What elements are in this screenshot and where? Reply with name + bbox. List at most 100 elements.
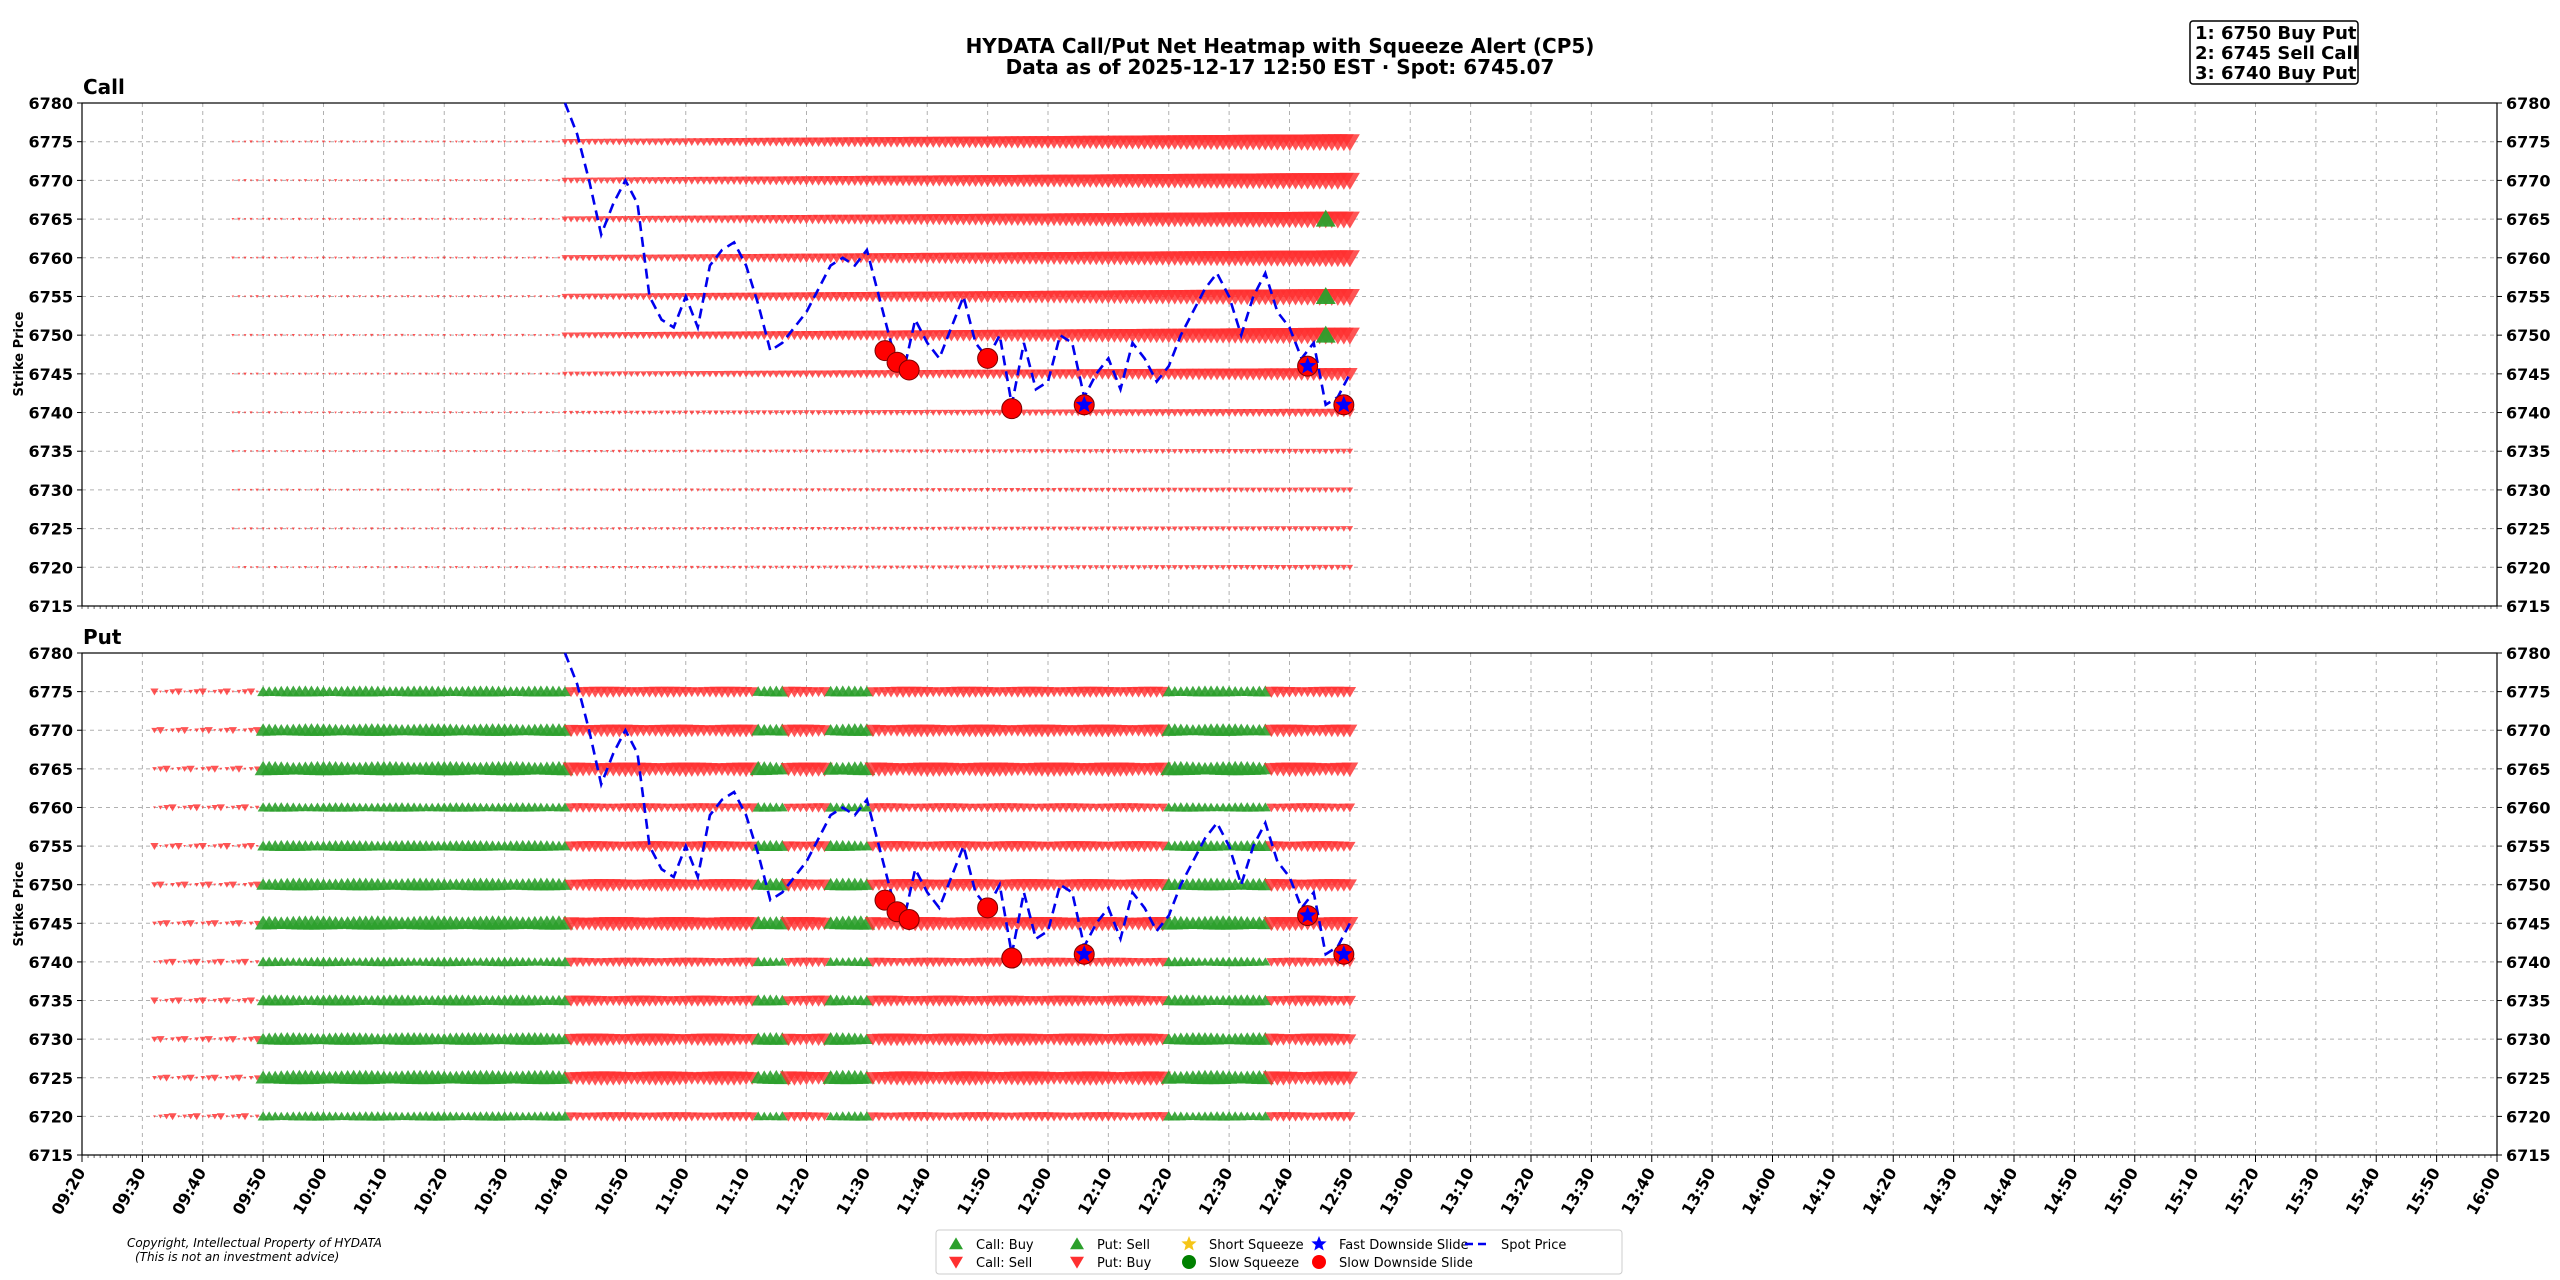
heat-marker: [261, 449, 265, 453]
heat-marker: [376, 295, 380, 299]
heat-marker: [557, 218, 561, 221]
heat-marker: [1122, 409, 1131, 417]
heat-marker: [569, 450, 573, 453]
y-tick-label-right: 6740: [2506, 404, 2551, 423]
heat-marker: [705, 138, 715, 147]
heat-marker: [1316, 448, 1323, 455]
heat-marker: [645, 293, 654, 301]
heat-marker: [621, 216, 630, 223]
heat-marker: [659, 527, 664, 531]
heat-marker: [425, 295, 428, 298]
heat-marker: [235, 805, 243, 811]
heat-marker: [491, 256, 494, 259]
heat-marker: [1310, 448, 1317, 455]
call-buy-marker: [1315, 286, 1336, 304]
heat-marker: [376, 218, 379, 221]
heat-marker: [1003, 526, 1009, 532]
heat-marker: [653, 410, 659, 415]
heat-marker: [611, 566, 616, 569]
heat-marker: [645, 215, 654, 224]
heat-marker: [804, 488, 809, 492]
heat-marker: [699, 215, 709, 224]
heat-marker: [515, 295, 518, 298]
heat-marker: [376, 372, 380, 376]
heat-marker: [1009, 565, 1015, 570]
heat-marker: [472, 333, 476, 337]
heat-marker: [717, 176, 727, 185]
heat-marker: [738, 565, 743, 570]
heat-marker: [1196, 565, 1202, 571]
heat-marker: [774, 565, 779, 570]
heat-marker: [424, 256, 428, 260]
heat-marker: [243, 527, 247, 530]
heat-marker: [826, 370, 836, 379]
heat-marker: [983, 409, 992, 417]
heat-marker: [246, 843, 256, 850]
heat-marker: [443, 179, 446, 182]
heat-marker: [448, 295, 452, 298]
heat-marker: [663, 138, 672, 146]
heat-marker: [248, 921, 254, 926]
heat-marker: [1063, 526, 1069, 532]
heat-marker: [177, 960, 180, 964]
y-tick-label-right: 6725: [2506, 1069, 2551, 1088]
heat-marker: [1171, 565, 1178, 571]
heat-marker: [726, 527, 730, 531]
heat-marker: [1286, 564, 1293, 571]
heat-marker: [252, 881, 262, 889]
heat-marker: [585, 293, 593, 300]
heat-marker: [249, 527, 253, 531]
heat-marker: [693, 254, 703, 263]
heat-marker: [503, 373, 506, 375]
heat-marker: [567, 216, 575, 223]
heat-marker: [711, 215, 721, 224]
heat-marker: [591, 293, 599, 301]
heat-marker: [170, 882, 175, 887]
heat-marker: [240, 1113, 250, 1121]
heat-marker: [947, 409, 955, 416]
heat-marker: [334, 489, 337, 491]
heat-marker: [707, 449, 712, 454]
heat-marker: [718, 370, 726, 378]
heat-marker: [677, 410, 683, 415]
heat-marker: [942, 449, 948, 454]
heat-marker: [1342, 879, 1357, 892]
heat-marker: [629, 488, 634, 492]
heat-marker: [732, 488, 737, 492]
y-tick-label-right: 6770: [2506, 171, 2551, 190]
heat-marker: [1343, 995, 1357, 1007]
heat-marker: [700, 371, 708, 378]
heat-marker: [346, 411, 349, 414]
heat-marker: [557, 179, 561, 182]
heat-marker: [1153, 565, 1160, 571]
heat-marker: [158, 805, 163, 810]
heat-marker: [575, 566, 579, 569]
y-tick-label-right: 6735: [2506, 992, 2551, 1011]
heat-marker: [400, 217, 404, 221]
y-tick-label-right: 6760: [2506, 249, 2551, 268]
heat-marker: [730, 370, 738, 378]
heat-marker: [539, 488, 543, 492]
heat-marker: [467, 140, 470, 143]
heat-marker: [967, 526, 972, 531]
heat-marker: [515, 218, 518, 221]
heat-marker: [176, 1076, 181, 1080]
heat-marker: [779, 410, 786, 416]
heat-marker: [1153, 487, 1160, 493]
heat-marker: [1238, 565, 1245, 571]
heat-marker: [627, 293, 636, 301]
heat-marker: [352, 218, 356, 221]
heat-marker: [663, 331, 672, 340]
heat-marker: [738, 527, 743, 531]
heat-marker: [810, 565, 815, 570]
heat-marker: [562, 410, 568, 415]
heat-marker: [158, 960, 163, 965]
heat-marker: [1165, 487, 1172, 493]
heat-marker: [1238, 487, 1245, 493]
heat-marker: [683, 527, 688, 531]
heat-marker: [222, 997, 231, 1005]
heat-marker: [225, 960, 229, 964]
heat-marker: [527, 334, 531, 337]
heat-marker: [376, 488, 380, 492]
heat-marker: [231, 845, 235, 848]
